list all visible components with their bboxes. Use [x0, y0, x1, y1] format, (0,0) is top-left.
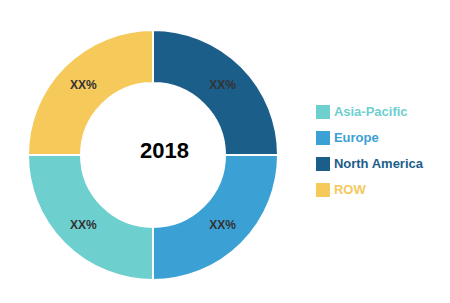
- svg-text:XX%: XX%: [70, 78, 97, 92]
- svg-text:XX%: XX%: [70, 218, 97, 232]
- html-text:North America: North America: [333, 155, 423, 171]
- svg-text:XX%: XX%: [209, 218, 236, 232]
- svg-text:2018: 2018: [140, 138, 189, 163]
- svg-text:XX%: XX%: [209, 78, 236, 92]
- html-text:Asia-Pacific: Asia-Pacific: [333, 103, 408, 119]
- html-text:ROW: ROW: [333, 181, 366, 197]
- html-text:Europe: Europe: [333, 129, 379, 145]
